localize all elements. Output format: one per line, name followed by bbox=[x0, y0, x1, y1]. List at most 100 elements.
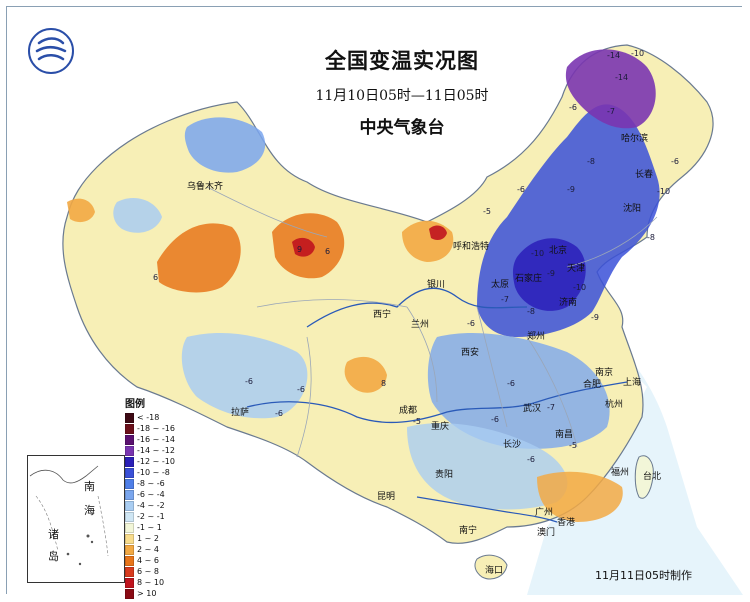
legend-label: -1 ~ 1 bbox=[137, 523, 162, 532]
legend-row: -14 ~ -12 bbox=[125, 445, 189, 456]
value-label: -6 bbox=[507, 379, 515, 388]
city-label-lanzhou: 兰州 bbox=[411, 320, 430, 330]
city-label-changsha: 长沙 bbox=[503, 440, 522, 450]
value-label: -5 bbox=[483, 207, 491, 216]
value-label: -10 bbox=[573, 283, 587, 292]
value-label: 6 bbox=[153, 273, 159, 282]
value-label: -8 bbox=[587, 157, 595, 166]
city-label-hefei: 合肥 bbox=[583, 380, 602, 390]
warming-zone-far-west bbox=[67, 198, 95, 223]
city-label-nanjing: 南京 bbox=[595, 368, 614, 378]
legend-label: -6 ~ -4 bbox=[137, 490, 165, 499]
city-label-hangzhou: 杭州 bbox=[605, 400, 624, 410]
inset-char-2: 海 bbox=[84, 504, 95, 517]
city-label-macau: 澳门 bbox=[537, 528, 556, 538]
legend-label: 1 ~ 2 bbox=[137, 534, 159, 543]
legend-label: 6 ~ 8 bbox=[137, 567, 159, 576]
city-label-zhengzhou: 郑州 bbox=[527, 332, 546, 342]
cooling-zone-central bbox=[427, 332, 610, 449]
city-label-beijing: 北京 bbox=[549, 246, 568, 256]
legend-row: -2 ~ -1 bbox=[125, 511, 189, 522]
legend: 图例 < -18 -18 ~ -16 -16 ~ -14 -14 ~ -12 -12 ~… bbox=[125, 395, 189, 599]
legend-label: -14 ~ -12 bbox=[137, 446, 175, 455]
city-label-harbin: 哈尔滨 bbox=[621, 134, 649, 144]
city-label-fuzhou: 福州 bbox=[611, 468, 630, 478]
value-label: -8 bbox=[647, 233, 655, 242]
legend-row: -18 ~ -16 bbox=[125, 423, 189, 434]
legend-row: -16 ~ -14 bbox=[125, 434, 189, 445]
legend-swatch bbox=[125, 544, 134, 555]
cooling-zone-south bbox=[407, 423, 568, 510]
value-label: -9 bbox=[591, 313, 599, 322]
legend-swatch bbox=[125, 500, 134, 511]
city-label-hongkong: 香港 bbox=[557, 518, 576, 528]
legend-label: > 10 bbox=[137, 589, 157, 598]
city-label-shanghai: 上海 bbox=[623, 378, 642, 388]
value-label: -10 bbox=[657, 187, 671, 196]
city-label-haikou: 海口 bbox=[485, 566, 504, 576]
legend-row: 8 ~ 10 bbox=[125, 577, 189, 588]
cooling-zone-xinjiang bbox=[184, 117, 266, 173]
value-label: -7 bbox=[607, 107, 615, 116]
value-label: -14 bbox=[607, 51, 621, 60]
legend-row: -12 ~ -10 bbox=[125, 456, 189, 467]
cooling-zone-tarim bbox=[113, 197, 162, 233]
legend-swatch bbox=[125, 456, 134, 467]
value-label: -7 bbox=[547, 403, 555, 412]
legend-swatch bbox=[125, 566, 134, 577]
legend-swatch bbox=[125, 555, 134, 566]
legend-label: -4 ~ -2 bbox=[137, 501, 165, 510]
legend-label: -16 ~ -14 bbox=[137, 435, 175, 444]
legend-row: -4 ~ -2 bbox=[125, 500, 189, 511]
legend-swatch bbox=[125, 434, 134, 445]
hainan-island bbox=[474, 554, 508, 580]
city-label-kunming: 昆明 bbox=[377, 492, 396, 502]
yangtze-river bbox=[246, 381, 628, 424]
inset-char-1: 南 bbox=[84, 480, 95, 493]
cooling-zone-core bbox=[512, 238, 586, 311]
taiwan-island bbox=[634, 455, 654, 499]
city-label-taipei: 台北 bbox=[643, 472, 662, 482]
city-label-chongqing: 重庆 bbox=[431, 422, 450, 432]
value-label: -6 bbox=[569, 103, 577, 112]
city-label-hohhot: 呼和浩特 bbox=[453, 242, 490, 252]
value-label: -5 bbox=[569, 441, 577, 450]
map-period: 11月10日05时—11日05时 bbox=[315, 88, 489, 104]
province-boundaries bbox=[206, 186, 658, 458]
value-label: -6 bbox=[527, 455, 535, 464]
value-label: -6 bbox=[275, 409, 283, 418]
legend-swatch bbox=[125, 522, 134, 533]
value-label: -14 bbox=[615, 73, 629, 82]
map-title: 全国变温实况图 bbox=[325, 48, 479, 73]
legend-swatch bbox=[125, 511, 134, 522]
legend-label: 4 ~ 6 bbox=[137, 556, 159, 565]
temperature-change-map bbox=[7, 7, 743, 595]
title-block: 全国变温实况图 11月10日05时—11日05时 中央气象台 bbox=[267, 45, 537, 138]
value-label: 9 bbox=[297, 245, 303, 254]
map-frame: 全国变温实况图 11月10日05时—11日05时 中央气象台 图例 < -18 -… bbox=[6, 6, 743, 599]
south-china-sea-inset: 南 海 诸 岛 bbox=[27, 455, 125, 583]
inset-char-4: 岛 bbox=[48, 550, 59, 563]
legend-label: -12 ~ -10 bbox=[137, 457, 175, 466]
value-label: -6 bbox=[297, 385, 305, 394]
legend-label: -8 ~ -6 bbox=[137, 479, 165, 488]
value-label: 6 bbox=[325, 247, 331, 256]
city-label-urumqi: 乌鲁木齐 bbox=[187, 182, 224, 192]
legend-row: < -18 bbox=[125, 412, 189, 423]
city-label-xining: 西宁 bbox=[373, 310, 392, 320]
value-label: 8 bbox=[381, 379, 387, 388]
legend-row: 1 ~ 2 bbox=[125, 533, 189, 544]
legend-rows: < -18 -18 ~ -16 -16 ~ -14 -14 ~ -12 -12 ~ -1… bbox=[125, 412, 189, 599]
value-label: -9 bbox=[567, 185, 575, 194]
value-label: -6 bbox=[517, 185, 525, 194]
city-label-shenyang: 沈阳 bbox=[623, 204, 642, 214]
legend-label: 8 ~ 10 bbox=[137, 578, 165, 587]
legend-swatch bbox=[125, 445, 134, 456]
legend-row: -1 ~ 1 bbox=[125, 522, 189, 533]
pearl-river bbox=[416, 496, 558, 523]
city-label-shijiazhuang: 石家庄 bbox=[515, 274, 543, 284]
city-label-chengdu: 成都 bbox=[399, 406, 418, 416]
legend-row: 6 ~ 8 bbox=[125, 566, 189, 577]
warming-zone-hotspot2 bbox=[429, 225, 447, 241]
legend-swatch bbox=[125, 423, 134, 434]
